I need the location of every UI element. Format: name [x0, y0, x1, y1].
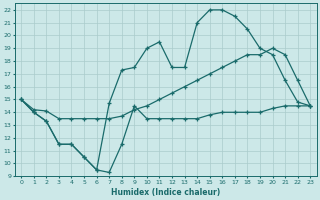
- X-axis label: Humidex (Indice chaleur): Humidex (Indice chaleur): [111, 188, 220, 197]
